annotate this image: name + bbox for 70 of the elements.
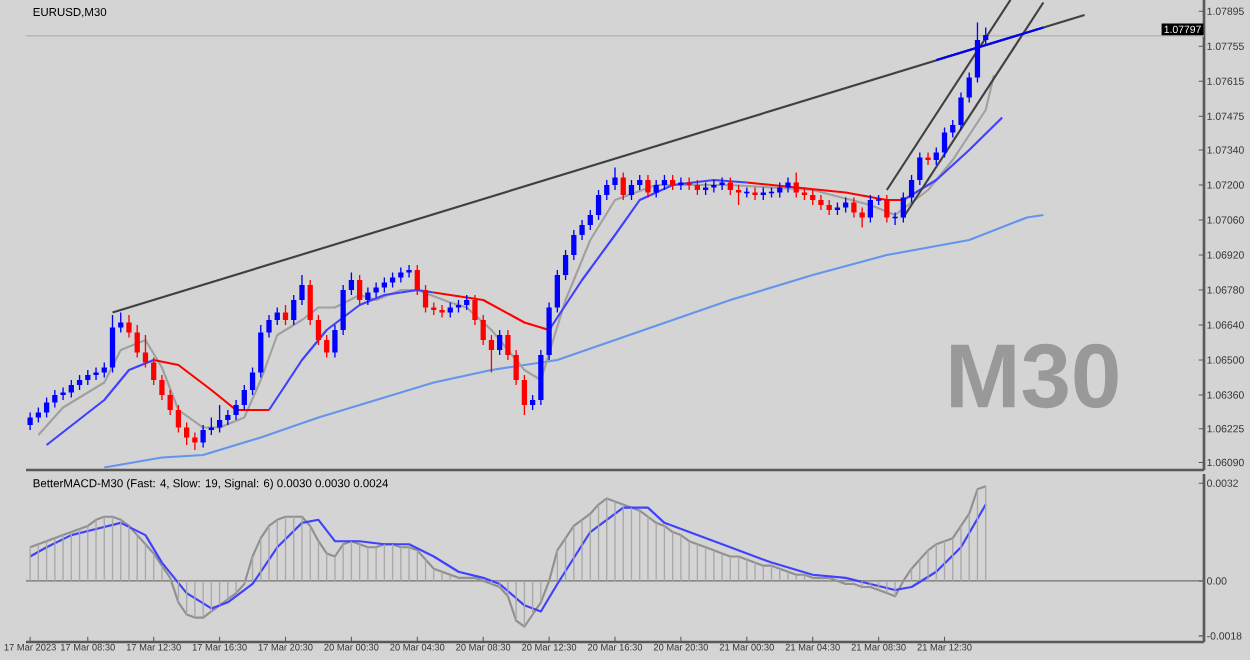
candlestick: [266, 314, 272, 339]
candlestick: [587, 209, 593, 231]
candlestick: [299, 274, 305, 306]
candlestick: [900, 191, 906, 224]
candlestick: [249, 366, 256, 396]
candlestick: [184, 421, 190, 446]
candlestick: [315, 314, 322, 346]
candlestick: [43, 396, 50, 419]
candlestick: [348, 271, 355, 296]
candlestick: [925, 151, 931, 166]
candlestick: [785, 176, 791, 194]
candlestick: [175, 404, 182, 434]
candlestick: [620, 171, 626, 201]
candlestick: [958, 91, 964, 131]
candlestick: [628, 179, 635, 201]
candlestick: [93, 366, 99, 381]
candlestick: [134, 324, 140, 359]
candlestick: [735, 184, 742, 206]
candlestick: [200, 424, 206, 449]
candlestick: [480, 314, 486, 346]
candlestick: [332, 324, 338, 359]
candlestick: [604, 179, 610, 201]
candlestick: [579, 219, 585, 241]
candlestick: [414, 264, 420, 296]
candlestick: [818, 194, 824, 211]
line-series: [29, 503, 987, 613]
candlestick: [719, 176, 725, 191]
candlestick: [258, 324, 264, 379]
candlestick: [192, 431, 198, 451]
candlestick: [422, 284, 429, 314]
candlestick: [645, 174, 651, 199]
candlestick: [505, 329, 511, 361]
candlestick: [439, 304, 445, 319]
candlestick: [126, 314, 132, 339]
candlestick: [340, 284, 346, 336]
candlestick: [233, 399, 239, 421]
candlestick: [521, 374, 528, 416]
candlestick: [917, 151, 923, 186]
candlestick: [373, 281, 379, 299]
candlestick: [357, 274, 363, 306]
candlestick: [546, 301, 552, 361]
candlestick: [167, 389, 173, 416]
candlestick: [612, 166, 618, 191]
candlestick: [966, 71, 972, 104]
candlestick: [60, 386, 66, 401]
candlestick: [595, 189, 602, 221]
candlestick: [241, 384, 247, 411]
candlestick: [488, 334, 495, 374]
annotation: M30: [951, 343, 1118, 409]
candlestick: [941, 126, 948, 159]
candlestick: [497, 329, 503, 356]
line-series: [45, 358, 155, 447]
candlestick: [291, 294, 297, 326]
candlestick: [109, 314, 116, 374]
candlestick: [908, 174, 915, 204]
candlestick: [554, 269, 560, 314]
candlestick: [216, 404, 223, 434]
candlestick: [406, 264, 412, 279]
candlestick: [513, 349, 519, 386]
candlestick: [678, 176, 684, 191]
candlestick: [538, 349, 544, 406]
candlestick: [571, 229, 577, 261]
candlestick: [225, 409, 231, 426]
candlestick: [142, 334, 149, 369]
candlestick: [324, 334, 330, 359]
candlestick: [562, 249, 569, 281]
candlestick: [307, 279, 313, 326]
candlestick: [159, 374, 165, 401]
candlestick: [859, 206, 865, 229]
candlestick: [867, 194, 874, 224]
